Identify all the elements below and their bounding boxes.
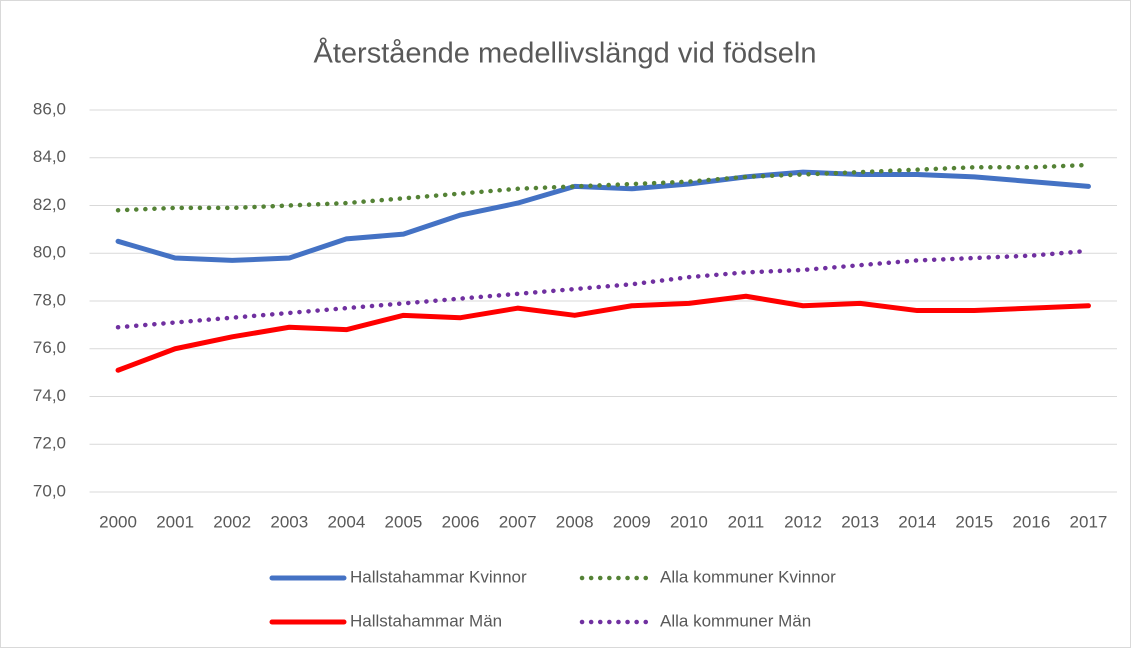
- y-tick-label: 84,0: [33, 147, 66, 166]
- y-tick-label: 82,0: [33, 195, 66, 214]
- x-tick-label: 2007: [499, 512, 537, 531]
- series-line: [115, 293, 1091, 373]
- x-tick-label: 2017: [1070, 512, 1108, 531]
- legend-label: Hallstahammar Kvinnor: [350, 567, 527, 586]
- legend-label: Hallstahammar Män: [350, 611, 502, 630]
- chart-title: Återstående medellivslängd vid födseln: [314, 37, 817, 70]
- x-tick-label: 2001: [156, 512, 194, 531]
- x-tick-label: 2010: [670, 512, 708, 531]
- y-tick-label: 70,0: [33, 481, 66, 500]
- series-line: [115, 169, 1091, 263]
- x-tick-label: 2014: [898, 512, 936, 531]
- x-tick-label: 2008: [556, 512, 594, 531]
- y-tick-label: 78,0: [33, 290, 66, 309]
- y-tick-label: 76,0: [33, 338, 66, 357]
- x-tick-label: 2009: [613, 512, 651, 531]
- y-tick-label: 72,0: [33, 434, 66, 453]
- x-tick-label: 2002: [213, 512, 251, 531]
- legend-label: Alla kommuner Män: [660, 611, 811, 630]
- x-tick-label: 2013: [841, 512, 879, 531]
- x-tick-label: 2012: [784, 512, 822, 531]
- y-tick-label: 74,0: [33, 386, 66, 405]
- y-tick-label: 86,0: [33, 99, 66, 118]
- series-line: [115, 248, 1091, 330]
- x-tick-label: 2006: [442, 512, 480, 531]
- x-tick-label: 2004: [327, 512, 365, 531]
- y-tick-label: 80,0: [33, 243, 66, 262]
- x-tick-label: 2011: [728, 512, 765, 531]
- x-tick-label: 2016: [1012, 512, 1050, 531]
- x-tick-label: 2000: [99, 512, 137, 531]
- x-tick-label: 2005: [385, 512, 423, 531]
- series-line: [115, 162, 1091, 213]
- x-tick-label: 2015: [955, 512, 993, 531]
- x-tick-label: 2003: [270, 512, 308, 531]
- legend-label: Alla kommuner Kvinnor: [660, 567, 836, 586]
